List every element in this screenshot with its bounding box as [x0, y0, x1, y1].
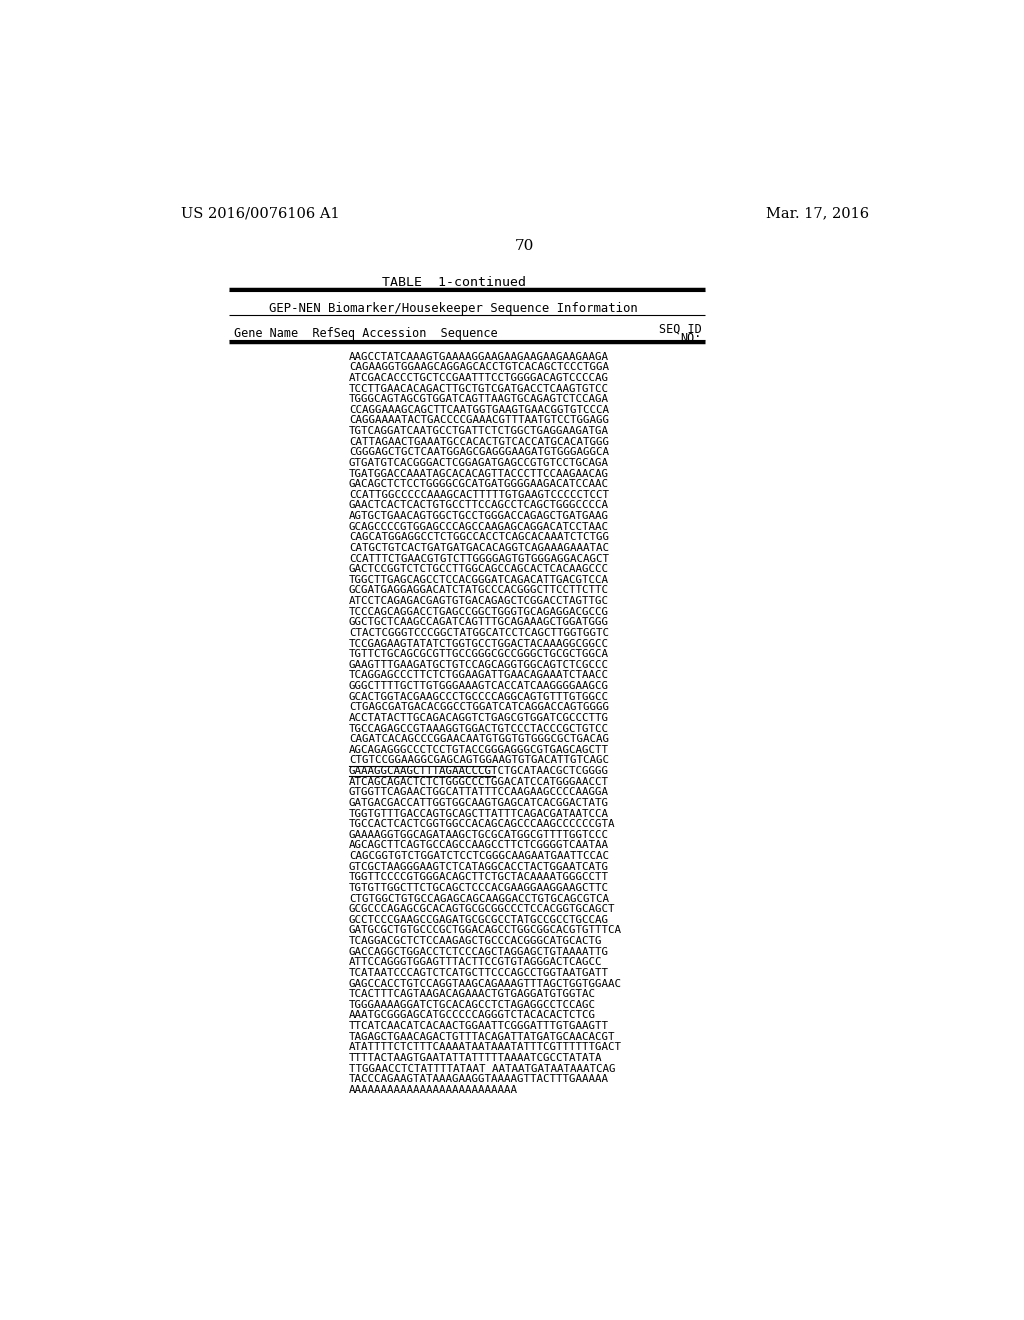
Text: CATTAGAACTGAAATGCCACACTGTCACCATGCACATGGG: CATTAGAACTGAAATGCCACACTGTCACCATGCACATGGG: [349, 437, 609, 446]
Text: GAAAAGGTGGCAGATAAGCTGCGCATGGCGTTTTGGTCCC: GAAAAGGTGGCAGATAAGCTGCGCATGGCGTTTTGGTCCC: [349, 830, 609, 840]
Text: TGATGGACCAAATAGCACACAGTTACCCTTCCAAGAACAG: TGATGGACCAAATAGCACACAGTTACCCTTCCAAGAACAG: [349, 469, 609, 479]
Text: ATTCCAGGGTGGAGTTTACTTCCGTGTAGGGACTCAGCC: ATTCCAGGGTGGAGTTTACTTCCGTGTAGGGACTCAGCC: [349, 957, 602, 968]
Text: GAAAGGCAAGCTTTAGAACCCGTCTGCATAACGCTCGGGG: GAAAGGCAAGCTTTAGAACCCGTCTGCATAACGCTCGGGG: [349, 766, 609, 776]
Text: GEP-NEN Biomarker/Housekeeper Sequence Information: GEP-NEN Biomarker/Housekeeper Sequence I…: [269, 302, 638, 315]
Text: ATCGACACCCTGCTCCGAATTTCCTGGGGACAGTCCCCAG: ATCGACACCCTGCTCCGAATTTCCTGGGGACAGTCCCCAG: [349, 374, 609, 383]
Text: GGCTGCTCAAGCCAGATCAGTTTGCAGAAAGCTGGATGGG: GGCTGCTCAAGCCAGATCAGTTTGCAGAAAGCTGGATGGG: [349, 618, 609, 627]
Text: CGGGAGCTGCTCAATGGAGCGAGGGAAGATGTGGGAGGCA: CGGGAGCTGCTCAATGGAGCGAGGGAAGATGTGGGAGGCA: [349, 447, 609, 457]
Text: TGCCAGAGCCGTAAAGGTGGACTGTCCCTACCCGCTGTCC: TGCCAGAGCCGTAAAGGTGGACTGTCCCTACCCGCTGTCC: [349, 723, 609, 734]
Text: Mar. 17, 2016: Mar. 17, 2016: [766, 206, 869, 220]
Text: AGCAGCTTCAGTGCCAGCCAAGCCTTCTCGGGGTCAATAA: AGCAGCTTCAGTGCCAGCCAAGCCTTCTCGGGGTCAATAA: [349, 841, 609, 850]
Text: TCATAATCCCAGTCTCATGCTTCCCAGCCTGGTAATGATT: TCATAATCCCAGTCTCATGCTTCCCAGCCTGGTAATGATT: [349, 968, 609, 978]
Text: GCGATGAGGAGGACATCTATGCCCACGGGCTTCCTTCTTC: GCGATGAGGAGGACATCTATGCCCACGGGCTTCCTTCTTC: [349, 586, 609, 595]
Text: TGGTGTTTGACCAGTGCAGCTTATTTCAGACGATAATCCA: TGGTGTTTGACCAGTGCAGCTTATTTCAGACGATAATCCA: [349, 809, 609, 818]
Text: CAGGAAAATACTGACCCCGAAACGTTTAATGTCCTGGAGG: CAGGAAAATACTGACCCCGAAACGTTTAATGTCCTGGAGG: [349, 416, 609, 425]
Text: AGCAGAGGGCCCTCCTGTACCGGGAGGGCGTGAGCAGCTT: AGCAGAGGGCCCTCCTGTACCGGGAGGGCGTGAGCAGCTT: [349, 744, 609, 755]
Text: TTCATCAACATCACAACTGGAATTCGGGATTTGTGAAGTT: TTCATCAACATCACAACTGGAATTCGGGATTTGTGAAGTT: [349, 1022, 609, 1031]
Text: GAGCCACCTGTCCAGGTAAGCAGAAAGTTTAGCTGGTGGAAC: GAGCCACCTGTCCAGGTAAGCAGAAAGTTTAGCTGGTGGA…: [349, 978, 622, 989]
Text: GCAGCCCCGTGGAGCCCAGCCAAGAGCAGGACATCCTAAC: GCAGCCCCGTGGAGCCCAGCCAAGAGCAGGACATCCTAAC: [349, 521, 609, 532]
Text: TTGGAACCTCTATTTTATAAT AATAATGATAATAAATCAG: TTGGAACCTCTATTTTATAAT AATAATGATAATAAATCA…: [349, 1064, 615, 1073]
Text: AAAAAAAAAAAAAAAAAAAAAAAAAA: AAAAAAAAAAAAAAAAAAAAAAAAAA: [349, 1085, 518, 1094]
Text: TCCCAGCAGGACCTGAGCCGGCTGGGTGCAGAGGACGCCG: TCCCAGCAGGACCTGAGCCGGCTGGGTGCAGAGGACGCCG: [349, 607, 609, 616]
Text: CAGCGGTGTCTGGATCTCCTCGGGCAAGAATGAATTCCAC: CAGCGGTGTCTGGATCTCCTCGGGCAAGAATGAATTCCAC: [349, 851, 609, 861]
Text: AAGCCTATCAAAGTGAAAAGGAAGAAGAAGAAGAAGAAGA: AAGCCTATCAAAGTGAAAAGGAAGAAGAAGAAGAAGAAGA: [349, 351, 609, 362]
Text: TTTTACTAAGTGAATATTATTTTTAAAATCGCCTATATA: TTTTACTAAGTGAATATTATTTTTAAAATCGCCTATATA: [349, 1053, 602, 1063]
Text: CCATTGGCCCCCAAAGCACTTTTTGTGAAGTCCCCCTCCT: CCATTGGCCCCCAAAGCACTTTTTGTGAAGTCCCCCTCCT: [349, 490, 609, 500]
Text: GACTCCGGTCTCTGCCTTGGCAGCCAGCACTCACAAGCCC: GACTCCGGTCTCTGCCTTGGCAGCCAGCACTCACAAGCCC: [349, 564, 609, 574]
Text: CAGCATGGAGGCCTCTGGCCACCTCAGCACAAATCTCTGG: CAGCATGGAGGCCTCTGGCCACCTCAGCACAAATCTCTGG: [349, 532, 609, 543]
Text: CCAGGAAAGCAGCTTCAATGGTGAAGTGAACGGTGTCCCA: CCAGGAAAGCAGCTTCAATGGTGAAGTGAACGGTGTCCCA: [349, 405, 609, 414]
Text: GAACTCACTCACTGTGCCTTCCAGCCTCAGCTGGGCCCCA: GAACTCACTCACTGTGCCTTCCAGCCTCAGCTGGGCCCCA: [349, 500, 609, 511]
Text: TGTGTTGGCTTCTGCAGCTCCCACGAAGGAAGGAAGCTTC: TGTGTTGGCTTCTGCAGCTCCCACGAAGGAAGGAAGCTTC: [349, 883, 609, 892]
Text: GAAGTTTGAAGATGCTGTCCAGCAGGTGGCAGTCTCGCCC: GAAGTTTGAAGATGCTGTCCAGCAGGTGGCAGTCTCGCCC: [349, 660, 609, 669]
Text: ATCCTCAGAGACGAGTGTGACAGAGCTCGGACCTAGTTGC: ATCCTCAGAGACGAGTGTGACAGAGCTCGGACCTAGTTGC: [349, 597, 609, 606]
Text: CTGTGGCTGTGCCAGAGCAGCAAGGACCTGTGCAGCGTCA: CTGTGGCTGTGCCAGAGCAGCAAGGACCTGTGCAGCGTCA: [349, 894, 609, 904]
Text: NO:: NO:: [680, 333, 701, 346]
Text: CTACTCGGGTCCCGGCTATGGCATCCTCAGCTTGGTGGTC: CTACTCGGGTCCCGGCTATGGCATCCTCAGCTTGGTGGTC: [349, 628, 609, 638]
Text: SEQ ID: SEQ ID: [658, 322, 701, 335]
Text: AGTGCTGAACAGTGGCTGCCTGGGACCAGAGCTGATGAAG: AGTGCTGAACAGTGGCTGCCTGGGACCAGAGCTGATGAAG: [349, 511, 609, 521]
Text: CAGAAGGTGGAAGCAGGAGCACCTGTCACAGCTCCCTGGA: CAGAAGGTGGAAGCAGGAGCACCTGTCACAGCTCCCTGGA: [349, 362, 609, 372]
Text: ATCAGCAGACTCTCTGGGCCCTGGACATCCATGGGAACCT: ATCAGCAGACTCTCTGGGCCCTGGACATCCATGGGAACCT: [349, 776, 609, 787]
Text: TGGGAAAAGGATCTGCACAGCCTCTAGAGGCCTCCAGC: TGGGAAAAGGATCTGCACAGCCTCTAGAGGCCTCCAGC: [349, 999, 596, 1010]
Text: CCATTTCTGAACGTGTCTTGGGGAGTGTGGGAGGACAGCT: CCATTTCTGAACGTGTCTTGGGGAGTGTGGGAGGACAGCT: [349, 553, 609, 564]
Text: CTGTCCGGAAGGCGAGCAGTGGAAGTGTGACATTGTCAGC: CTGTCCGGAAGGCGAGCAGTGGAAGTGTGACATTGTCAGC: [349, 755, 609, 766]
Text: GATGACGACCATTGGTGGCAAGTGAGCATCACGGACTATG: GATGACGACCATTGGTGGCAAGTGAGCATCACGGACTATG: [349, 799, 609, 808]
Text: ATATTTTCTCTTTCAAAATAATAAATATTTCGTTTTTTGACT: ATATTTTCTCTTTCAAAATAATAAATATTTCGTTTTTTGA…: [349, 1043, 622, 1052]
Text: GCGCCCAGAGCGCACAGTGCGCGGCCCTCCACGGTGCAGCT: GCGCCCAGAGCGCACAGTGCGCGGCCCTCCACGGTGCAGC…: [349, 904, 615, 915]
Text: CTGAGCGATGACACGGCCTGGATCATCAGGACCAGTGGGG: CTGAGCGATGACACGGCCTGGATCATCAGGACCAGTGGGG: [349, 702, 609, 713]
Text: TGGTTCCCCGTGGGACAGCTTCTGCTACAAAATGGGCCTT: TGGTTCCCCGTGGGACAGCTTCTGCTACAAAATGGGCCTT: [349, 873, 609, 882]
Text: GACAGCTCTCCTGGGGCGCATGATGGGGAAGACATCCAAC: GACAGCTCTCCTGGGGCGCATGATGGGGAAGACATCCAAC: [349, 479, 609, 490]
Text: 70: 70: [515, 239, 535, 253]
Text: GCCTCCCGAAGCCGAGATGCGCGCCTATGCCGCCTGCCAG: GCCTCCCGAAGCCGAGATGCGCGCCTATGCCGCCTGCCAG: [349, 915, 609, 925]
Text: ACCTATACTTGCAGACAGGTCTGAGCGTGGATCGCCCTTG: ACCTATACTTGCAGACAGGTCTGAGCGTGGATCGCCCTTG: [349, 713, 609, 723]
Text: GCACTGGTACGAAGCCCTGCCCCAGGCAGTGTTTGTGGCC: GCACTGGTACGAAGCCCTGCCCCAGGCAGTGTTTGTGGCC: [349, 692, 609, 702]
Text: TGGCTTGAGCAGCCTCCACGGGATCAGACATTGACGTCCA: TGGCTTGAGCAGCCTCCACGGGATCAGACATTGACGTCCA: [349, 574, 609, 585]
Text: GTCGCTAAGGGAAGTCTCATAGGCACCTACTGGAATCATG: GTCGCTAAGGGAAGTCTCATAGGCACCTACTGGAATCATG: [349, 862, 609, 871]
Text: TGGGCAGTAGCGTGGATCAGTTAAGTGCAGAGTCTCCAGA: TGGGCAGTAGCGTGGATCAGTTAAGTGCAGAGTCTCCAGA: [349, 395, 609, 404]
Text: TGTCAGGATCAATGCCTGATTCTCTGGCTGAGGAAGATGA: TGTCAGGATCAATGCCTGATTCTCTGGCTGAGGAAGATGA: [349, 426, 609, 436]
Text: TCACTTTCAGTAAGACAGAAACTGTGAGGATGTGGTAC: TCACTTTCAGTAAGACAGAAACTGTGAGGATGTGGTAC: [349, 989, 596, 999]
Text: AAATGCGGGAGCATGCCCCCAGGGTCTACACACTCTCG: AAATGCGGGAGCATGCCCCCAGGGTCTACACACTCTCG: [349, 1011, 596, 1020]
Text: TCAGGAGCCCTTCTCTGGAAGATTGAACAGAAATCTAACC: TCAGGAGCCCTTCTCTGGAAGATTGAACAGAAATCTAACC: [349, 671, 609, 680]
Text: TCCTTGAACACAGACTTGCTGTCGATGACCTCAAGTGTCC: TCCTTGAACACAGACTTGCTGTCGATGACCTCAAGTGTCC: [349, 384, 609, 393]
Text: TABLE  1-continued: TABLE 1-continued: [382, 276, 525, 289]
Text: GACCAGGCTGGACCTCTCCCAGCTAGGAGCTGTAAAATTG: GACCAGGCTGGACCTCTCCCAGCTAGGAGCTGTAAAATTG: [349, 946, 609, 957]
Text: CAGATCACAGCCCGGAACAATGTGGTGTGGGCGCTGACAG: CAGATCACAGCCCGGAACAATGTGGTGTGGGCGCTGACAG: [349, 734, 609, 744]
Text: GGGCTTTTGCTTGTGGGAAAGTCACCATCAAGGGGAAGCG: GGGCTTTTGCTTGTGGGAAAGTCACCATCAAGGGGAAGCG: [349, 681, 609, 692]
Text: GATGCGCTGTGCCCGCTGGACAGCCTGGCGGCACGTGTTTCA: GATGCGCTGTGCCCGCTGGACAGCCTGGCGGCACGTGTTT…: [349, 925, 622, 936]
Text: TGTTCTGCAGCGCGTTGCCGGGCGCCGGGCTGCGCTGGCA: TGTTCTGCAGCGCGTTGCCGGGCGCCGGGCTGCGCTGGCA: [349, 649, 609, 659]
Text: TCAGGACGCTCTCCAAGAGCTGCCCACGGGCATGCACTG: TCAGGACGCTCTCCAAGAGCTGCCCACGGGCATGCACTG: [349, 936, 602, 946]
Text: TAGAGCTGAACAGACTGTTTACAGATTATGATGCAACACGT: TAGAGCTGAACAGACTGTTTACAGATTATGATGCAACACG…: [349, 1032, 615, 1041]
Text: TGCCACTCACTCGGTGGCCACAGCAGCCCAAGCCCCCCGTA: TGCCACTCACTCGGTGGCCACAGCAGCCCAAGCCCCCCGT…: [349, 820, 615, 829]
Text: GTGATGTCACGGGACTCGGAGATGAGCCGTGTCCTGCAGA: GTGATGTCACGGGACTCGGAGATGAGCCGTGTCCTGCAGA: [349, 458, 609, 467]
Text: US 2016/0076106 A1: US 2016/0076106 A1: [180, 206, 339, 220]
Text: Gene Name  RefSeq Accession  Sequence: Gene Name RefSeq Accession Sequence: [234, 327, 498, 341]
Text: CATGCTGTCACTGATGATGACACAGGTCAGAAAGAAATAC: CATGCTGTCACTGATGATGACACAGGTCAGAAAGAAATAC: [349, 543, 609, 553]
Text: TACCCAGAAGTATAAAGAAGGTAAAAGTTACTTTGAAAAA: TACCCAGAAGTATAAAGAAGGTAAAAGTTACTTTGAAAAA: [349, 1074, 609, 1084]
Text: GTGGTTCAGAACTGGCATTATTTCCAAGAAGCCCCAAGGA: GTGGTTCAGAACTGGCATTATTTCCAAGAAGCCCCAAGGA: [349, 787, 609, 797]
Text: TCCGAGAAGTATATCTGGTGCCTGGACTACAAAGGCGGCC: TCCGAGAAGTATATCTGGTGCCTGGACTACAAAGGCGGCC: [349, 639, 609, 648]
